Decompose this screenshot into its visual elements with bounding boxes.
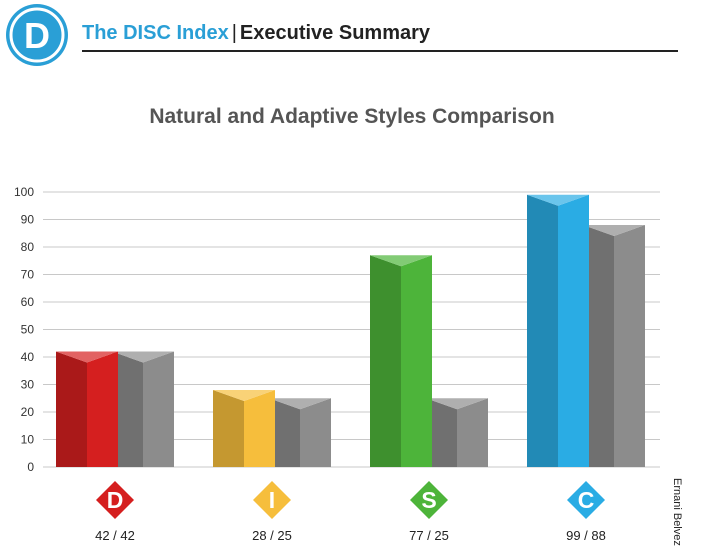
side-credit: Ernani Belvez — [671, 478, 683, 546]
adaptive-bar-c-top-face — [583, 225, 645, 236]
adaptive-bar-s-right-face — [457, 398, 488, 467]
adaptive-bar-i — [269, 398, 331, 467]
natural-bar-s-top-face — [370, 255, 432, 267]
value-label: 42 / 42 — [95, 528, 135, 543]
y-tick-label: 70 — [21, 268, 35, 282]
natural-bar-d-right-face — [87, 351, 118, 467]
category-label: D — [107, 487, 124, 513]
adaptive-bar-s-top-face — [426, 398, 488, 410]
adaptive-bar-s-left-face — [426, 398, 457, 467]
section-title: Executive Summary — [239, 22, 431, 44]
y-tick-label: 20 — [21, 405, 35, 419]
page-header-title: The DISC Index | Executive Summary — [82, 20, 430, 46]
natural-bar-d — [56, 351, 118, 467]
brand-name: The DISC Index — [82, 22, 229, 44]
adaptive-bar-i-top-face — [269, 398, 331, 410]
category-label: I — [269, 487, 275, 513]
natural-bar-i-left-face — [213, 390, 244, 467]
y-tick-label: 50 — [21, 323, 35, 337]
natural-bar-s-right-face — [401, 255, 432, 467]
y-tick-label: 10 — [21, 433, 35, 447]
header-separator: | — [231, 22, 237, 44]
natural-bar-s-left-face — [370, 255, 401, 467]
value-label: 28 / 25 — [252, 528, 292, 543]
natural-bar-c-right-face — [558, 194, 589, 467]
adaptive-bar-c — [583, 225, 645, 467]
y-tick-label: 0 — [27, 460, 34, 474]
y-tick-label: 100 — [14, 185, 34, 199]
category-badge-d — [96, 481, 134, 519]
adaptive-bar-d-left-face — [112, 351, 143, 467]
value-label: 99 / 88 — [566, 528, 606, 543]
adaptive-bar-c-right-face — [614, 225, 645, 467]
adaptive-bar-i-left-face — [269, 398, 300, 467]
natural-bar-c-top-face — [527, 194, 589, 206]
natural-bar-s — [370, 255, 432, 467]
adaptive-bar-s — [426, 398, 488, 467]
adaptive-bar-d — [112, 351, 174, 467]
y-tick-label: 40 — [21, 350, 35, 364]
category-badge-c — [567, 481, 605, 519]
disc-logo: D — [6, 4, 68, 66]
adaptive-bar-i-right-face — [300, 398, 331, 467]
natural-bar-d-left-face — [56, 351, 87, 467]
y-tick-label: 90 — [21, 213, 35, 227]
natural-bar-c — [527, 194, 589, 467]
adaptive-bar-c-left-face — [583, 225, 614, 467]
y-tick-label: 80 — [21, 240, 35, 254]
category-badge-i — [253, 481, 291, 519]
header-divider — [82, 50, 678, 52]
value-label: 77 / 25 — [409, 528, 449, 543]
natural-bar-i — [213, 390, 275, 467]
adaptive-bar-d-right-face — [143, 351, 174, 467]
adaptive-bar-d-top-face — [112, 351, 174, 363]
natural-bar-i-right-face — [244, 390, 275, 467]
category-badge-s — [410, 481, 448, 519]
natural-bar-i-top-face — [213, 390, 275, 401]
category-label: C — [578, 487, 595, 513]
natural-bar-c-left-face — [527, 194, 558, 467]
logo-letter: D — [24, 15, 50, 56]
chart-title: Natural and Adaptive Styles Comparison — [149, 105, 555, 128]
y-tick-label: 60 — [21, 295, 35, 309]
natural-bar-d-top-face — [56, 351, 118, 363]
category-label: S — [421, 487, 436, 513]
y-tick-label: 30 — [21, 378, 35, 392]
